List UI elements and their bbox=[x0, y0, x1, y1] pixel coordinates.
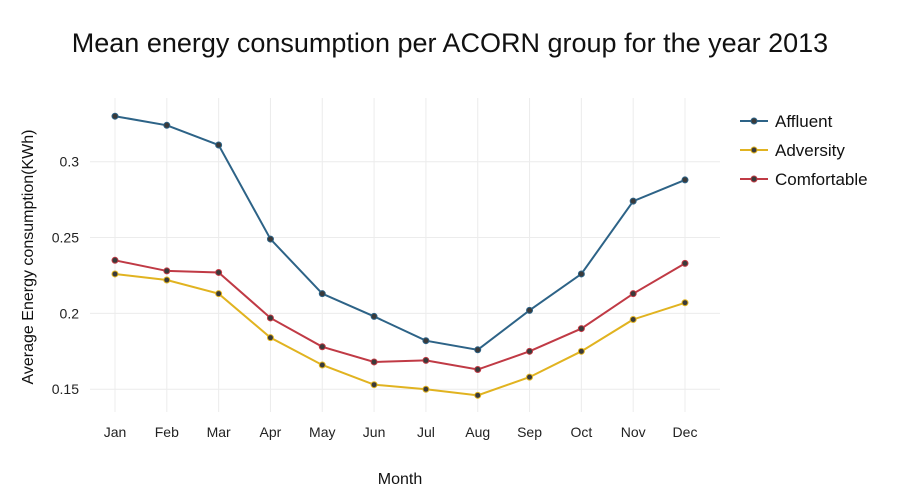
series-line bbox=[114, 272, 686, 397]
data-point bbox=[163, 267, 171, 275]
x-tick-label: May bbox=[309, 424, 335, 440]
data-point bbox=[422, 385, 430, 393]
series-line bbox=[114, 259, 686, 371]
y-tick-label: 0.3 bbox=[60, 154, 80, 170]
legend-item: Comfortable bbox=[740, 170, 868, 189]
data-point bbox=[163, 121, 171, 129]
data-point bbox=[422, 356, 430, 364]
legend-marker bbox=[750, 117, 758, 125]
y-axis-label: Average Energy consumption(KWh) bbox=[20, 130, 37, 385]
data-point bbox=[111, 270, 119, 278]
legend-item: Affluent bbox=[740, 112, 833, 131]
legend-marker bbox=[750, 175, 758, 183]
data-point bbox=[266, 235, 274, 243]
data-point bbox=[526, 347, 534, 355]
series-layer bbox=[111, 112, 689, 399]
data-point bbox=[474, 366, 482, 374]
y-axis-ticks: 0.15 0.2 0.25 0.3 bbox=[52, 154, 79, 398]
x-tick-label: Jun bbox=[363, 424, 386, 440]
data-point bbox=[370, 312, 378, 320]
y-tick-label: 0.15 bbox=[52, 381, 79, 397]
data-point bbox=[111, 112, 119, 120]
x-tick-label: Nov bbox=[621, 424, 646, 440]
data-point bbox=[266, 314, 274, 322]
x-tick-label: Jul bbox=[417, 424, 435, 440]
data-point bbox=[474, 346, 482, 354]
data-point bbox=[266, 334, 274, 342]
x-tick-label: Jan bbox=[104, 424, 127, 440]
x-tick-label: Oct bbox=[570, 424, 592, 440]
data-point bbox=[370, 381, 378, 389]
y-tick-label: 0.2 bbox=[60, 305, 80, 321]
legend: Affluent Adversity Comfortable bbox=[740, 112, 868, 189]
data-point bbox=[111, 256, 119, 264]
legend-label: Adversity bbox=[775, 141, 845, 160]
data-point bbox=[163, 276, 171, 284]
data-point bbox=[318, 290, 326, 298]
data-point bbox=[474, 391, 482, 399]
data-point bbox=[681, 299, 689, 307]
data-point bbox=[681, 259, 689, 267]
x-axis-ticks: Jan Feb Mar Apr May Jun Jul Aug Sep Oct Nov Dec bbox=[104, 424, 698, 440]
legend-marker bbox=[750, 146, 758, 154]
data-point bbox=[681, 176, 689, 184]
chart-title: Mean energy consumption per ACORN group … bbox=[72, 28, 828, 58]
data-point bbox=[577, 325, 585, 333]
series-affluent bbox=[111, 112, 689, 354]
x-tick-label: Apr bbox=[260, 424, 282, 440]
x-tick-label: Dec bbox=[673, 424, 698, 440]
x-tick-label: Feb bbox=[155, 424, 179, 440]
legend-label: Comfortable bbox=[775, 170, 868, 189]
data-point bbox=[526, 306, 534, 314]
data-point bbox=[629, 197, 637, 205]
series-adversity bbox=[111, 270, 689, 399]
data-point bbox=[577, 270, 585, 278]
data-point bbox=[215, 268, 223, 276]
data-point bbox=[215, 290, 223, 298]
x-tick-label: Sep bbox=[517, 424, 542, 440]
data-point bbox=[629, 315, 637, 323]
grid bbox=[90, 98, 720, 412]
x-axis-label: Month bbox=[378, 471, 422, 488]
series-line bbox=[114, 115, 686, 351]
y-tick-label: 0.25 bbox=[52, 230, 79, 246]
data-point bbox=[526, 373, 534, 381]
legend-item: Adversity bbox=[740, 141, 845, 160]
data-point bbox=[629, 290, 637, 298]
x-tick-label: Aug bbox=[465, 424, 490, 440]
x-tick-label: Mar bbox=[207, 424, 231, 440]
data-point bbox=[577, 347, 585, 355]
data-point bbox=[215, 141, 223, 149]
series-comfortable bbox=[111, 256, 689, 374]
data-point bbox=[422, 337, 430, 345]
data-point bbox=[318, 361, 326, 369]
legend-label: Affluent bbox=[775, 112, 833, 131]
data-point bbox=[318, 343, 326, 351]
data-point bbox=[370, 358, 378, 366]
